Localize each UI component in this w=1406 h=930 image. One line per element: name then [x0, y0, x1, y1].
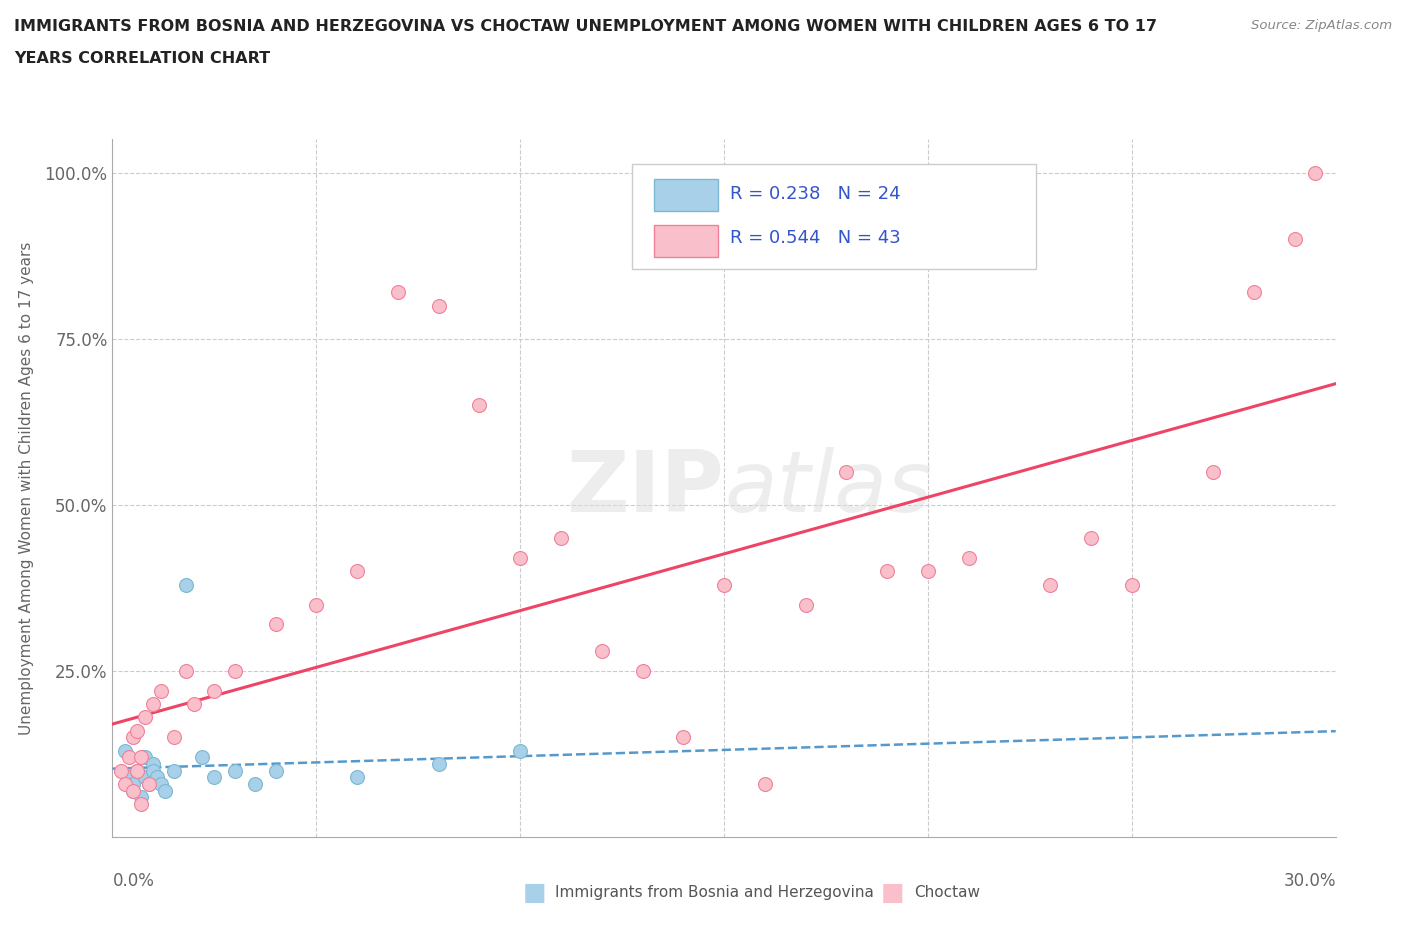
Text: R = 0.238   N = 24: R = 0.238 N = 24: [730, 185, 901, 203]
Point: [134, 710, 156, 724]
Point: [150, 777, 173, 791]
Point: [129, 790, 152, 804]
Point: [134, 770, 156, 785]
Point: [138, 777, 160, 791]
Point: [264, 617, 287, 631]
Point: [114, 743, 136, 758]
Point: [125, 764, 148, 778]
Point: [125, 764, 148, 778]
Point: [134, 750, 156, 764]
Point: [163, 730, 186, 745]
Point: [122, 783, 145, 798]
Point: [468, 398, 491, 413]
Point: [191, 750, 214, 764]
FancyBboxPatch shape: [654, 225, 718, 257]
Point: [142, 764, 165, 778]
Point: [509, 551, 531, 565]
Point: [142, 756, 165, 771]
Point: [138, 777, 160, 791]
Point: [110, 764, 132, 778]
Text: atlas: atlas: [724, 446, 932, 530]
Point: [224, 764, 246, 778]
Point: [346, 564, 368, 578]
Point: [264, 764, 287, 778]
Point: [509, 743, 531, 758]
Point: [427, 756, 450, 771]
Point: [1243, 285, 1265, 299]
Point: [122, 783, 145, 798]
Point: [129, 796, 152, 811]
Text: ■: ■: [523, 881, 546, 905]
Text: Source: ZipAtlas.com: Source: ZipAtlas.com: [1251, 19, 1392, 32]
Text: IMMIGRANTS FROM BOSNIA AND HERZEGOVINA VS CHOCTAW UNEMPLOYMENT AMONG WOMEN WITH : IMMIGRANTS FROM BOSNIA AND HERZEGOVINA V…: [14, 19, 1157, 33]
Point: [150, 684, 173, 698]
Point: [876, 564, 898, 578]
Point: [427, 299, 450, 313]
Text: ■: ■: [882, 881, 904, 905]
Point: [125, 724, 148, 738]
Point: [957, 551, 980, 565]
Point: [245, 777, 267, 791]
Point: [204, 684, 226, 698]
Point: [713, 578, 735, 592]
Text: ZIP: ZIP: [567, 446, 724, 530]
Point: [835, 464, 858, 479]
Point: [142, 697, 165, 711]
Point: [754, 777, 776, 791]
Point: [163, 764, 186, 778]
Text: Immigrants from Bosnia and Herzegovina: Immigrants from Bosnia and Herzegovina: [555, 885, 875, 900]
Text: Choctaw: Choctaw: [914, 885, 980, 900]
Point: [1080, 531, 1102, 546]
Point: [631, 663, 654, 678]
Y-axis label: Unemployment Among Women with Children Ages 6 to 17 years: Unemployment Among Women with Children A…: [18, 242, 34, 735]
Point: [794, 597, 817, 612]
Point: [1039, 578, 1062, 592]
Point: [146, 770, 169, 785]
Point: [346, 770, 368, 785]
Point: [1121, 578, 1143, 592]
Point: [1284, 232, 1306, 246]
Point: [118, 750, 141, 764]
Point: [174, 578, 197, 592]
Point: [672, 730, 695, 745]
Text: YEARS CORRELATION CHART: YEARS CORRELATION CHART: [14, 51, 270, 66]
Point: [387, 285, 409, 299]
Text: 0.0%: 0.0%: [112, 872, 155, 890]
Point: [118, 770, 141, 785]
Point: [114, 777, 136, 791]
Point: [224, 663, 246, 678]
Point: [550, 531, 572, 546]
Point: [591, 644, 613, 658]
Point: [129, 750, 152, 764]
Point: [1305, 166, 1327, 180]
Point: [1202, 464, 1225, 479]
FancyBboxPatch shape: [633, 164, 1036, 269]
FancyBboxPatch shape: [654, 179, 718, 211]
Text: R = 0.544   N = 43: R = 0.544 N = 43: [730, 229, 901, 246]
Point: [122, 730, 145, 745]
Text: 30.0%: 30.0%: [1284, 872, 1336, 890]
Point: [183, 697, 205, 711]
Point: [204, 770, 226, 785]
Point: [305, 597, 328, 612]
Point: [917, 564, 939, 578]
Point: [174, 663, 197, 678]
Point: [155, 783, 177, 798]
Point: [122, 777, 145, 791]
